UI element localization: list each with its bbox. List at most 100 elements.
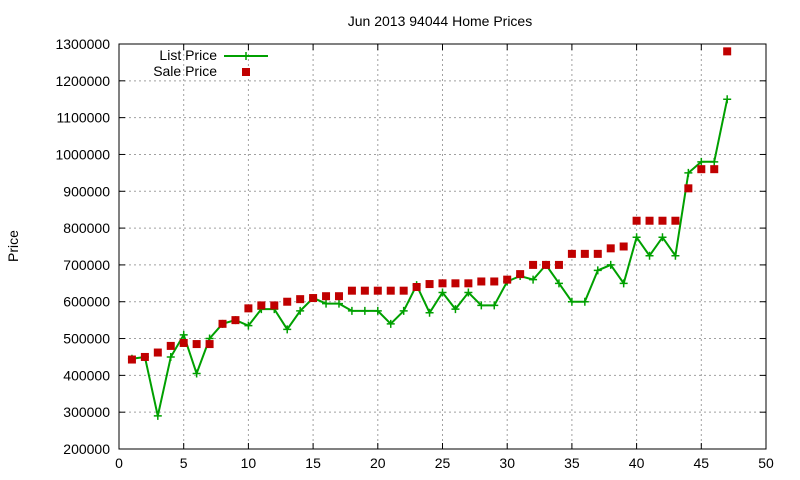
list-price-point <box>490 301 499 310</box>
list-price-point <box>632 233 641 242</box>
list-price-point <box>710 157 719 166</box>
x-tick-label: 35 <box>564 455 580 471</box>
sale-price-point <box>322 292 331 301</box>
y-tick-label: 1000000 <box>55 146 110 162</box>
sale-price-point <box>425 280 434 289</box>
y-tick-label: 800000 <box>63 220 110 236</box>
sale-price-point <box>529 260 538 269</box>
list-price-points <box>127 95 732 420</box>
list-price-point <box>477 301 486 310</box>
legend-marker-list-price <box>242 52 250 60</box>
list-price-point <box>619 279 628 288</box>
sale-price-point <box>697 165 706 174</box>
list-price-point <box>334 299 343 308</box>
plot-frame <box>118 43 767 450</box>
y-tick-label: 300000 <box>63 404 110 420</box>
sale-price-point <box>257 301 266 310</box>
sale-price-point <box>438 279 447 288</box>
sale-price-point <box>710 165 719 174</box>
y-axis-label: Price <box>5 230 21 262</box>
x-tick-label: 20 <box>370 455 386 471</box>
list-price-point <box>244 321 253 330</box>
list-price-point <box>684 168 693 177</box>
list-price-point <box>723 95 732 104</box>
list-price-point <box>580 297 589 306</box>
y-tick-label: 1300000 <box>55 36 110 52</box>
y-tick-label: 500000 <box>63 331 110 347</box>
x-tick-label: 5 <box>180 455 188 471</box>
sale-price-point <box>723 47 732 56</box>
sale-price-point <box>606 244 615 253</box>
list-price-point <box>283 325 292 334</box>
sale-price-point <box>658 216 667 225</box>
sale-price-point <box>632 216 641 225</box>
list-price-point <box>567 297 576 306</box>
sale-price-points <box>127 47 732 364</box>
y-tick-label: 1200000 <box>55 73 110 89</box>
list-price-point <box>399 306 408 315</box>
sale-price-point <box>218 319 227 328</box>
list-price-point <box>451 305 460 314</box>
sale-price-point <box>153 348 162 357</box>
sale-price-point <box>270 301 279 310</box>
chart-title: Jun 2013 94044 Home Prices <box>348 13 532 29</box>
list-price-point <box>322 299 331 308</box>
y-axis-ticks: 200000 300000 400000 500000 600000 700000 8000… <box>55 36 766 457</box>
sale-price-point <box>593 249 602 258</box>
x-tick-label: 0 <box>115 455 123 471</box>
sale-price-point <box>684 184 693 193</box>
sale-price-point <box>192 340 201 349</box>
x-tick-label: 15 <box>305 455 321 471</box>
legend-marker-sale-price <box>242 68 250 76</box>
list-price-point <box>438 288 447 297</box>
sale-price-point <box>283 297 292 306</box>
legend-label-sale-price: Sale Price <box>153 63 217 79</box>
list-price-point <box>179 330 188 339</box>
legend: List Price Sale Price <box>153 47 268 79</box>
sale-price-point <box>347 286 356 295</box>
list-price-point <box>593 266 602 275</box>
x-tick-label: 40 <box>629 455 645 471</box>
list-price-point <box>386 319 395 328</box>
y-tick-label: 400000 <box>63 367 110 383</box>
sale-price-point <box>205 340 214 349</box>
list-price-point <box>166 352 175 361</box>
sale-price-point <box>477 277 486 286</box>
sale-price-point <box>231 316 240 325</box>
list-price-point <box>425 308 434 317</box>
sale-price-point <box>373 286 382 295</box>
legend-label-list-price: List Price <box>159 47 217 63</box>
x-tick-label: 45 <box>694 455 710 471</box>
list-price-point <box>529 275 538 284</box>
list-price-point <box>373 306 382 315</box>
sale-price-point <box>166 341 175 350</box>
x-tick-label: 25 <box>435 455 451 471</box>
list-price-point <box>347 306 356 315</box>
sale-price-point <box>554 260 563 269</box>
sale-price-point <box>619 242 628 251</box>
x-tick-label: 50 <box>758 455 774 471</box>
list-price-point <box>153 411 162 420</box>
list-price-point <box>658 233 667 242</box>
sale-price-point <box>296 295 305 304</box>
x-axis-ticks: 0 5 10 15 20 25 30 35 40 45 50 <box>115 44 774 471</box>
sale-price-point <box>412 283 421 291</box>
y-tick-label: 600000 <box>63 294 110 310</box>
sale-price-point <box>360 286 369 295</box>
sale-price-point <box>127 355 136 364</box>
sale-price-point <box>464 279 473 288</box>
list-price-point <box>606 260 615 269</box>
sale-price-point <box>671 216 680 225</box>
sale-price-point <box>542 260 551 269</box>
list-price-point <box>554 279 563 288</box>
sale-price-point <box>580 249 589 258</box>
y-tick-label: 700000 <box>63 257 110 273</box>
list-price-point <box>671 251 680 260</box>
sale-price-point <box>451 279 460 288</box>
x-tick-label: 10 <box>241 455 257 471</box>
list-price-point <box>645 251 654 260</box>
list-price-point <box>464 288 473 297</box>
sale-price-point <box>140 352 149 361</box>
sale-price-point <box>309 294 318 303</box>
